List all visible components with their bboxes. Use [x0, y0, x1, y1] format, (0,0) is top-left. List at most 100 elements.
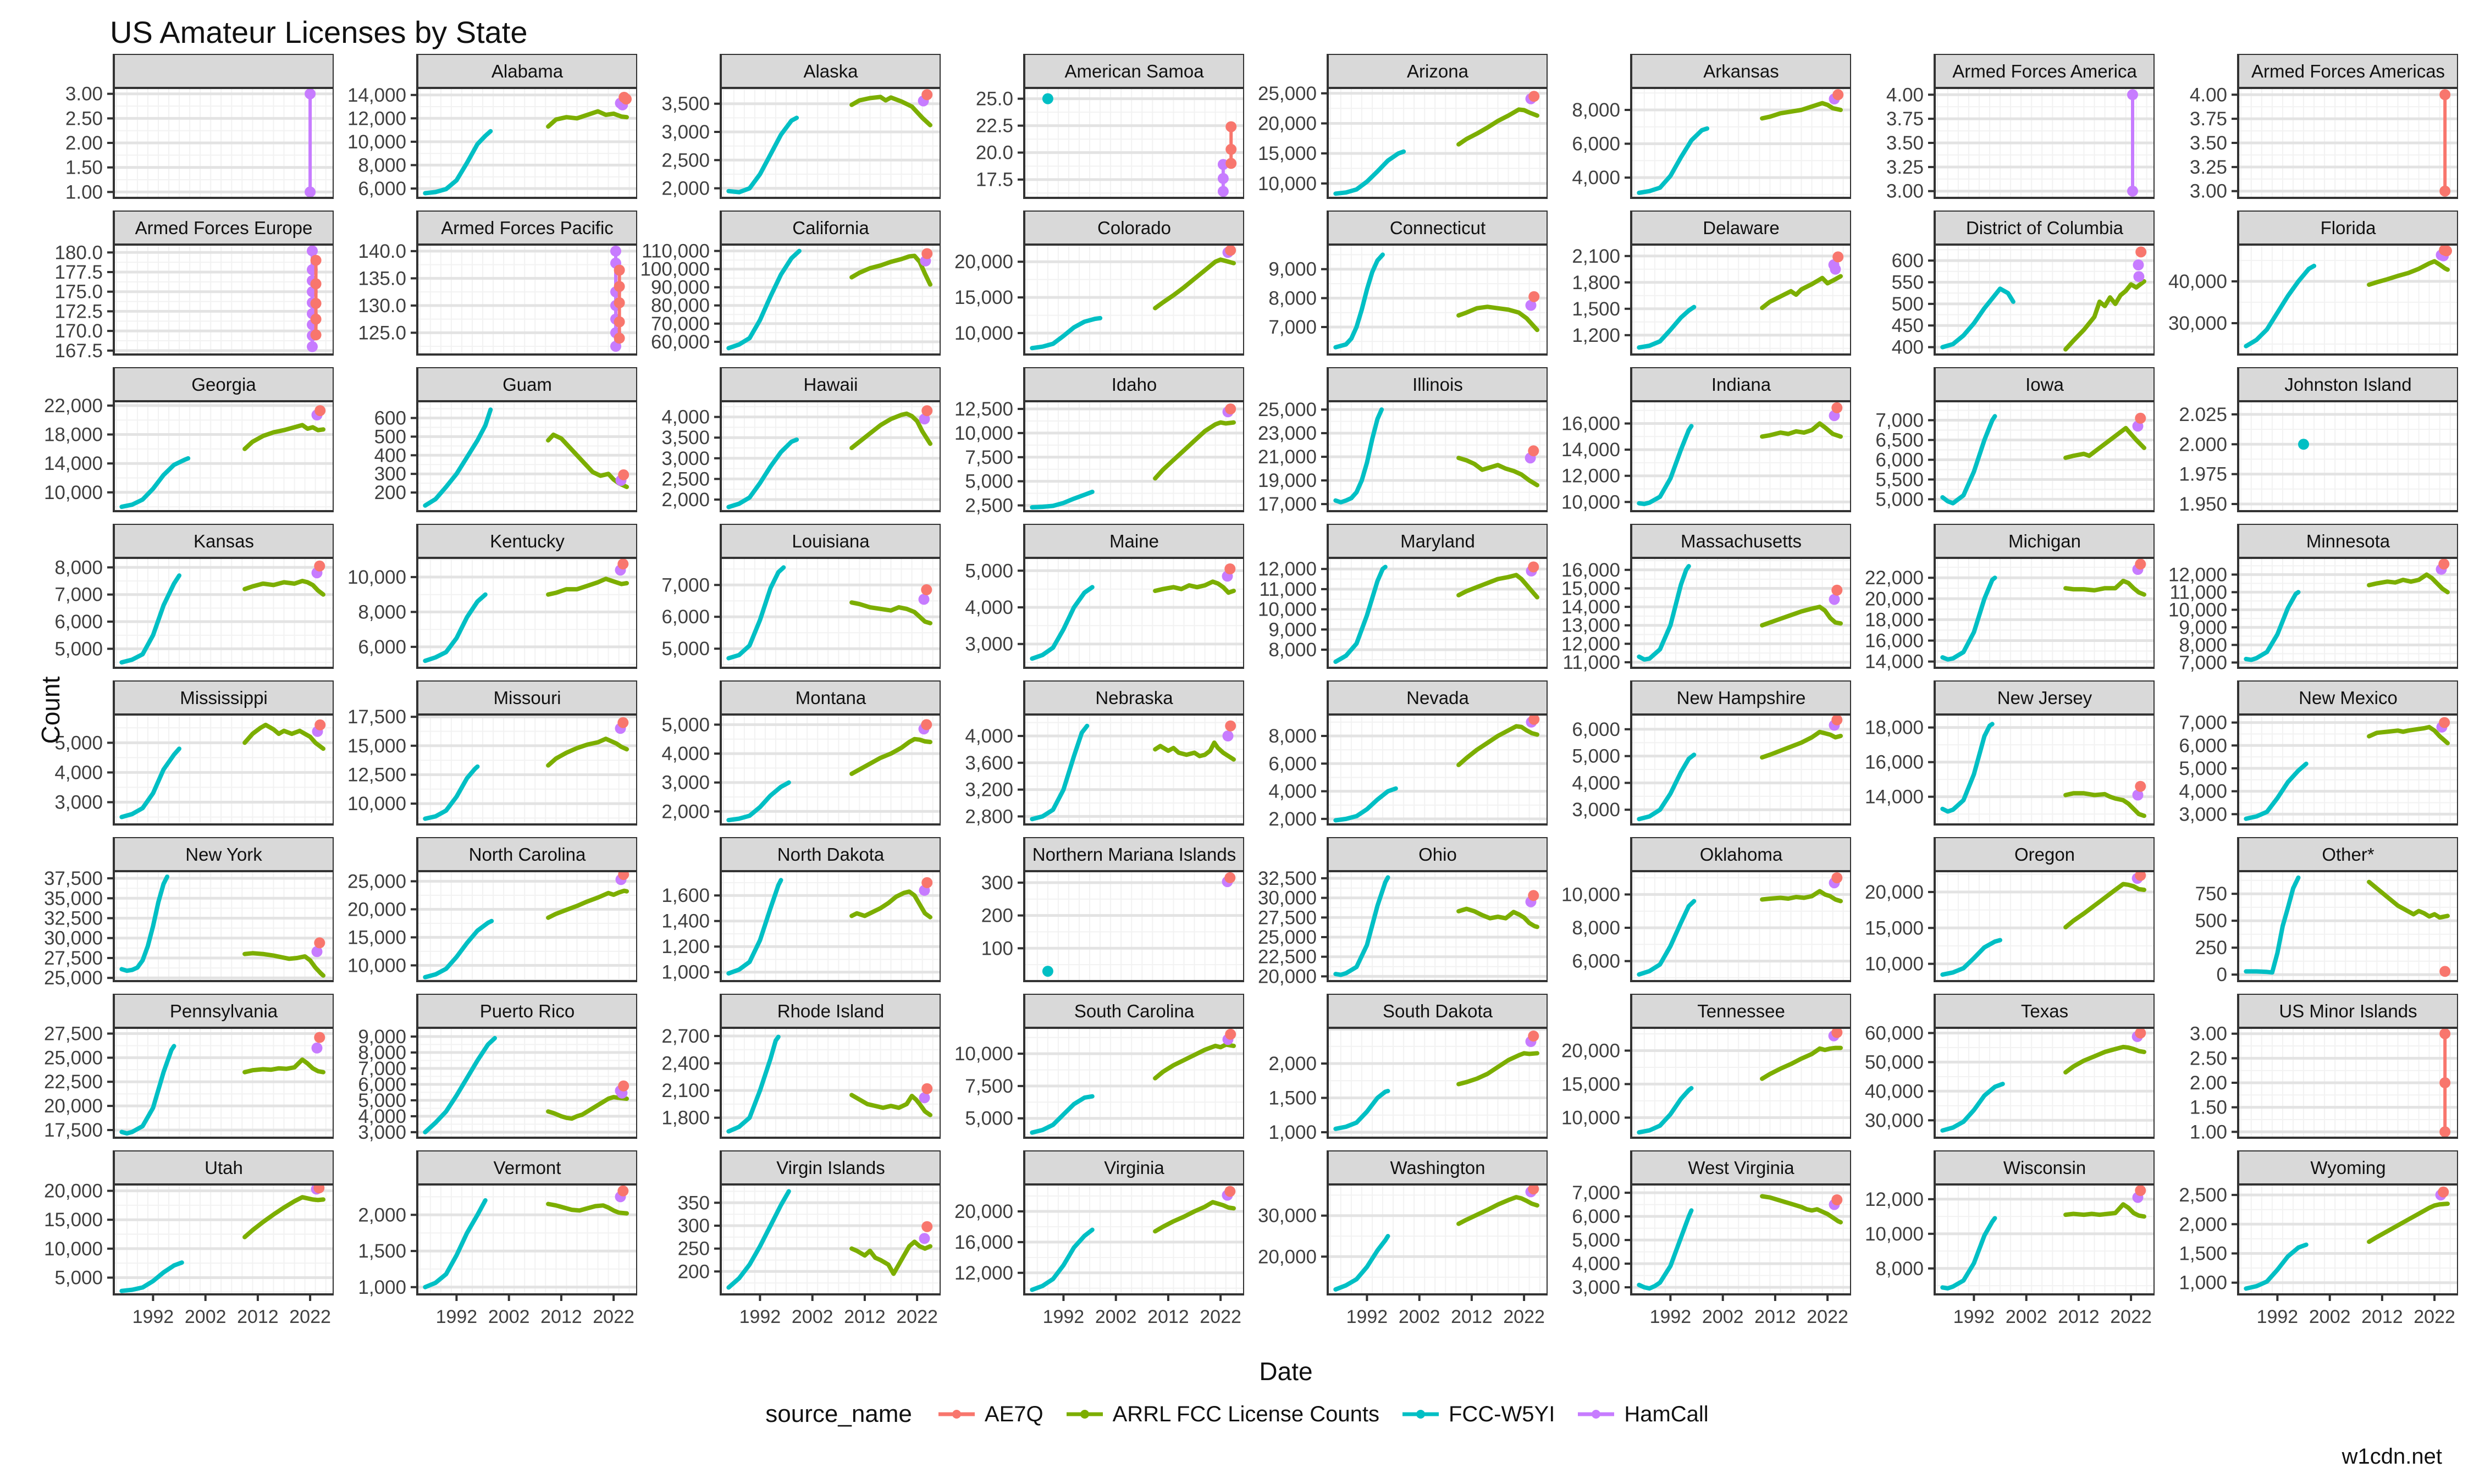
facet-strip [1630, 837, 1851, 872]
facet-strip [1327, 54, 1548, 89]
facet-strip [113, 1150, 334, 1186]
x-tick-label: 1992 [1043, 1306, 1085, 1327]
series-arrl [2063, 791, 2146, 818]
x-tick-label: 2022 [2414, 1306, 2455, 1327]
series-point-hamcall [305, 88, 316, 99]
y-tick-label: 6,000 [1572, 1206, 1620, 1227]
y-tick-label: 10,000 [1561, 1107, 1620, 1128]
y-tick-label: 17,500 [347, 706, 406, 728]
facet-panel-north-dakota: 1,000 1,200 1,400 1,600 North Dakota [661, 837, 941, 983]
facet-strip-label: Puerto Rico [480, 1001, 575, 1021]
y-tick-label: 1,400 [661, 911, 710, 932]
y-tick-label: 10,000 [44, 1238, 103, 1260]
facet-panel-wyoming: 1,000 1,500 2,000 2,500 Wyoming 1992 2002 2012 2… [2179, 1150, 2458, 1327]
facet-panel-johnston-island: 1.950 1.975 2.000 2.025 Johnston Island [2179, 367, 2458, 515]
y-tick-label: 22,500 [44, 1071, 103, 1093]
series-point-ae7q [2135, 1027, 2146, 1039]
y-tick-label: 3,000 [1572, 799, 1620, 821]
facet-strip-label: Iowa [2025, 374, 2064, 395]
facet-panel-montana: 2,000 3,000 4,000 5,000 Montana [661, 680, 941, 826]
series-arrl [2063, 578, 2146, 597]
series-point-hamcall [1525, 300, 1537, 311]
x-tick-label: 2022 [289, 1306, 331, 1327]
legend-item-label: AE7Q [984, 1402, 1043, 1426]
series-arrl [1153, 579, 1236, 595]
y-tick-label: 37,500 [44, 868, 103, 889]
facet-strip-label: Alaska [803, 61, 858, 81]
y-tick-label: 9,000 [1268, 259, 1317, 280]
series-point-ae7q [614, 281, 625, 292]
y-tick-label: 3.25 [2190, 157, 2227, 178]
facet-strip [1934, 1150, 2155, 1186]
facet-strip [1934, 211, 2155, 246]
series-point-ae7q [921, 719, 932, 730]
facet-strip-label: Minnesota [2306, 531, 2390, 551]
facet-strip [720, 837, 941, 872]
y-tick-label: 30,000 [1258, 1205, 1317, 1227]
series-point-ae7q [2135, 780, 2146, 792]
facet-panel-american-samoa: 17.5 20.0 22.5 25.0 American Samoa [976, 54, 1244, 199]
y-tick-label: 8,000 [2179, 634, 2227, 656]
series-point-ae7q [921, 877, 933, 888]
series-w5yi [119, 874, 170, 973]
facet-strip-label: Idaho [1112, 374, 1157, 395]
facet-strip-label: West Virginia [1688, 1158, 1794, 1178]
y-tick-label: 300 [678, 1215, 710, 1237]
y-tick-label: 180.0 [54, 242, 103, 263]
y-tick-label: 15,000 [1865, 917, 1924, 939]
facet-panel-mississippi: 3,000 4,000 5,000 Mississippi [54, 680, 334, 826]
y-tick-label: 5,000 [965, 471, 1013, 492]
caption-link[interactable]: w1cdn.net [2342, 1444, 2442, 1469]
y-tick-label: 22,500 [1258, 946, 1317, 968]
y-tick-label: 20,000 [347, 899, 406, 920]
series-point-ae7q [2441, 245, 2452, 257]
series-arrl [1456, 724, 1539, 767]
facet-strip [113, 680, 334, 716]
facet-panel-arkansas: 4,000 6,000 8,000 Arkansas [1572, 54, 1851, 199]
series-arrl [849, 411, 932, 450]
facet-strip-label: South Carolina [1074, 1001, 1195, 1021]
series-arrl [849, 253, 932, 287]
y-tick-label: 170.0 [54, 320, 103, 342]
y-tick-label: 3,000 [358, 1122, 406, 1143]
series-point-ae7q [614, 333, 625, 344]
facet-strip-label: Utah [205, 1158, 243, 1178]
facet-strip [1630, 994, 1851, 1029]
facet-strip [1327, 680, 1548, 716]
series-arrl [2367, 259, 2450, 287]
y-tick-label: 500 [1892, 294, 1924, 315]
series-point-ae7q [2439, 89, 2451, 101]
series-point-ae7q [1528, 1031, 1539, 1042]
series-point-ae7q [921, 405, 933, 417]
y-tick-label: 30,000 [1258, 888, 1317, 909]
series-arrl [2367, 879, 2450, 920]
y-tick-label: 21,000 [1258, 446, 1317, 468]
facet-strip-label: Wisconsin [2003, 1158, 2086, 1178]
facet-strip-label: Kentucky [490, 531, 565, 551]
series-arrl [849, 600, 932, 625]
y-tick-label: 30,000 [44, 928, 103, 949]
y-tick-label: 1,800 [661, 1108, 710, 1129]
y-tick-label: 14,000 [44, 453, 103, 474]
y-tick-label: 4,000 [661, 407, 710, 428]
facet-strip-label: Virginia [1104, 1158, 1164, 1178]
series-w5yi [1333, 786, 1398, 823]
facet-strip [2237, 54, 2458, 89]
series-point-ae7q [2438, 558, 2450, 570]
y-tick-label: 3.75 [2190, 108, 2227, 130]
y-tick-label: 4,000 [965, 597, 1013, 618]
facet-strip [1023, 54, 1244, 89]
y-tick-label: 60,000 [1865, 1023, 1924, 1044]
facet-strip-label: Missouri [494, 688, 561, 708]
facet-panel-kentucky: 6,000 8,000 10,000 Kentucky [347, 524, 637, 669]
y-tick-label: 22.5 [976, 115, 1013, 137]
facet-strip-label: Alabama [492, 61, 564, 81]
y-tick-label: 25.0 [976, 88, 1013, 110]
series-w5yi [2244, 875, 2301, 975]
x-tick-label: 2022 [593, 1306, 634, 1327]
facet-panel-louisiana: 5,000 6,000 7,000 Louisiana [661, 524, 941, 669]
facet-strip [2237, 367, 2458, 402]
series-arrl [1153, 420, 1236, 481]
